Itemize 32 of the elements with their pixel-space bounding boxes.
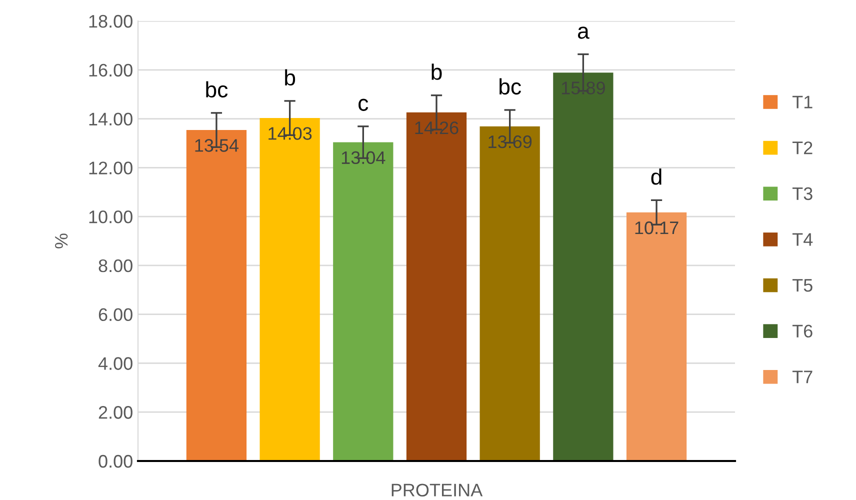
annotation: d [651,168,662,185]
y-tick-label: 4.00 [98,357,132,370]
annotation: c [358,98,368,111]
y-tick-label: 10.00 [89,210,132,224]
annotation: bc [500,78,521,95]
data-label: 14.26 [415,121,458,134]
y-tick-label: 16.00 [89,64,132,77]
annotation: a [578,26,590,39]
y-tick-label: 2.00 [98,406,132,419]
y-tick-label: 0.00 [98,454,132,468]
legend-label: T7 [792,370,812,384]
annotation: b [285,69,296,86]
legend-label: T1 [792,96,812,108]
legend-label: T6 [792,324,812,338]
data-label: 13.04 [342,151,386,164]
legend-label: T3 [792,187,812,200]
annotation: b [432,64,442,80]
data-label: 13.69 [488,135,532,148]
x-tick-label: PROTEINA [392,484,483,496]
y-tick-label: 8.00 [98,259,132,272]
y-tick-label: 14.00 [89,112,132,126]
y-tick-label: 12.00 [89,162,132,174]
legend-label: T2 [792,141,812,154]
data-label: 14.03 [268,127,312,140]
data-label: 13.54 [195,139,239,152]
y-axis-title: % [55,234,68,248]
legend-label: T4 [792,233,813,246]
annotation: bc [206,81,228,98]
legend-label: T5 [792,279,812,292]
data-label: 10.17 [635,221,678,234]
y-tick-label: 6.00 [98,308,132,322]
y-tick-label: 18.00 [89,14,132,28]
